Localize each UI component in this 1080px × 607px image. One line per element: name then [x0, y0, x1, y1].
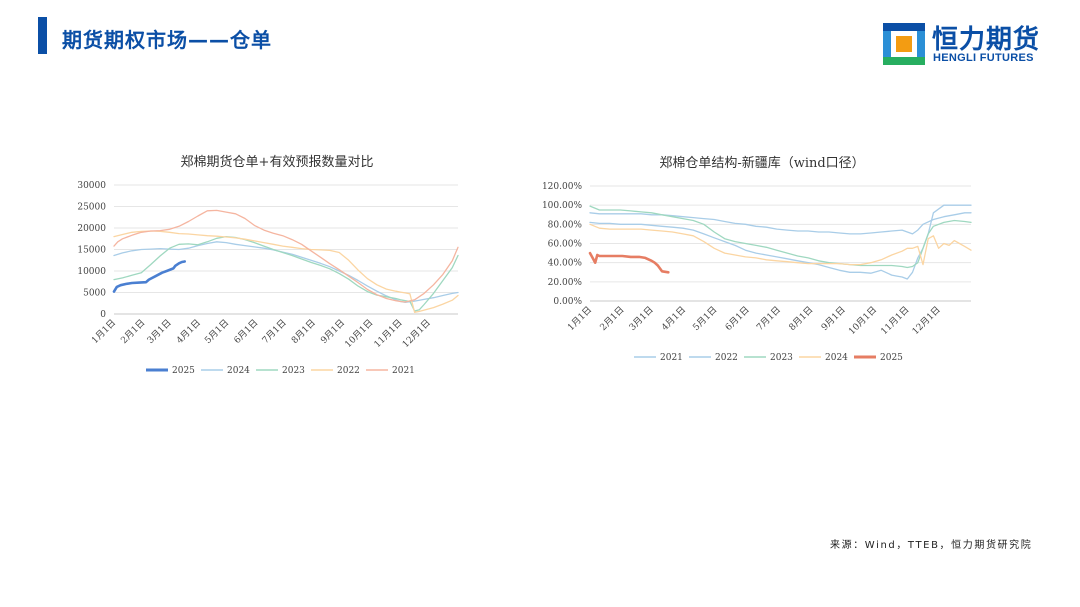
series-line-2021: [589, 204, 972, 280]
legend-label: 2025: [172, 366, 195, 376]
series-line-2023: [589, 205, 972, 269]
y-tick-label: 100.00%: [542, 201, 582, 211]
x-tick-label: 5月1日: [691, 304, 720, 333]
legend-item-2022: 2022: [311, 366, 360, 376]
x-tick-label: 6月1日: [723, 304, 752, 333]
legend-item-2021: 2021: [634, 353, 683, 363]
x-tick-label: 11月1日: [879, 304, 912, 337]
x-tick-label: 11月1日: [372, 317, 405, 350]
y-tick-label: 15000: [77, 246, 106, 256]
chart-title: 郑棉仓单结构-新疆库（wind口径）: [659, 155, 864, 171]
y-tick-label: 20.00%: [548, 278, 583, 288]
legend-label: 2025: [880, 353, 903, 363]
series-line-2025: [112, 260, 186, 293]
y-tick-label: 30000: [77, 181, 106, 191]
legend-label: 2023: [770, 353, 793, 363]
legend-item-2023: 2023: [744, 353, 793, 363]
legend-label: 2021: [660, 353, 683, 363]
x-tick-label: 4月1日: [174, 317, 203, 346]
legend-label: 2023: [282, 366, 305, 376]
x-tick-label: 7月1日: [260, 317, 289, 346]
series-line-2022: [589, 212, 972, 235]
legend-item-2023: 2023: [256, 366, 305, 376]
legend-label: 2024: [825, 353, 848, 363]
y-tick-label: 0.00%: [553, 297, 582, 307]
series-line-2021: [113, 209, 459, 303]
logo-mark-icon: [883, 23, 925, 65]
legend-label: 2022: [715, 353, 738, 363]
x-tick-label: 9月1日: [819, 304, 848, 333]
x-tick-label: 10月1日: [846, 304, 879, 337]
page-title: 期货期权市场——仓单: [62, 28, 272, 52]
y-tick-label: 5000: [83, 289, 106, 299]
x-tick-label: 12月1日: [400, 317, 433, 350]
x-tick-label: 1月1日: [566, 304, 595, 333]
warehouse-receipt-chart: 郑棉期货仓单+有效预报数量对比 30000 25000 20000 15000 10000…: [77, 154, 459, 376]
x-tick-label: 2月1日: [598, 304, 627, 333]
header-accent-bar: [38, 17, 47, 54]
legend-item-2025: 2025: [146, 366, 195, 376]
legend-item-2022: 2022: [689, 353, 738, 363]
hengli-logo: 恒力期货 HENGLI FUTURES: [882, 22, 1052, 66]
y-tick-label: 25000: [77, 203, 106, 213]
x-tick-label: 9月1日: [319, 317, 348, 346]
x-tick-label: 4月1日: [659, 304, 688, 333]
xinjiang-share-chart: 郑棉仓单结构-新疆库（wind口径） 120.00% 100.00% 80.00% 60…: [542, 155, 972, 363]
legend-item-2021: 2021: [366, 366, 415, 376]
x-tick-label: 6月1日: [232, 317, 261, 346]
y-tick-label: 20000: [77, 224, 106, 234]
y-tick-label: 40.00%: [548, 259, 583, 269]
x-tick-label: 8月1日: [787, 304, 816, 333]
legend-label: 2021: [392, 366, 415, 376]
y-tick-label: 120.00%: [542, 182, 582, 192]
series-line-2025: [588, 251, 670, 274]
y-tick-label: 80.00%: [548, 220, 583, 230]
x-tick-label: 3月1日: [145, 317, 174, 346]
x-tick-label: 3月1日: [627, 304, 656, 333]
x-tick-label: 7月1日: [754, 304, 783, 333]
y-tick-label: 0: [100, 310, 106, 320]
x-tick-label: 10月1日: [343, 317, 376, 350]
legend-label: 2024: [227, 366, 250, 376]
y-tick-label: 60.00%: [548, 240, 583, 250]
y-tick-label: 10000: [77, 267, 106, 277]
x-tick-label: 1月1日: [90, 317, 119, 346]
x-tick-label: 12月1日: [910, 304, 943, 337]
legend-item-2025: 2025: [854, 353, 903, 363]
legend-item-2024: 2024: [799, 353, 848, 363]
x-tick-label: 8月1日: [289, 317, 318, 346]
legend-label: 2022: [337, 366, 360, 376]
legend-item-2024: 2024: [201, 366, 250, 376]
x-tick-label: 2月1日: [119, 317, 148, 346]
logo-chinese-text: 恒力期货: [932, 25, 1041, 55]
chart-title: 郑棉期货仓单+有效预报数量对比: [181, 154, 374, 170]
series-line-2023: [113, 235, 459, 312]
series-line-2024: [589, 223, 972, 266]
x-tick-label: 5月1日: [203, 317, 232, 346]
source-note: 来源：Wind，TTEB，恒力期货研究院: [830, 540, 1033, 551]
logo-english-text: HENGLI FUTURES: [933, 52, 1034, 64]
